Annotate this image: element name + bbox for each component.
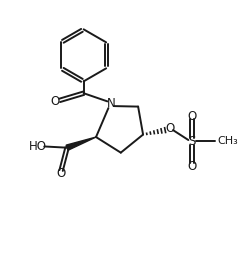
Text: N: N — [107, 97, 115, 110]
Text: O: O — [187, 159, 196, 173]
Text: O: O — [56, 167, 65, 180]
Text: O: O — [51, 95, 60, 108]
Text: O: O — [187, 110, 196, 123]
Polygon shape — [66, 137, 96, 150]
Text: CH₃: CH₃ — [218, 136, 239, 146]
Text: S: S — [188, 135, 195, 148]
Text: HO: HO — [29, 140, 47, 153]
Text: O: O — [165, 122, 174, 135]
